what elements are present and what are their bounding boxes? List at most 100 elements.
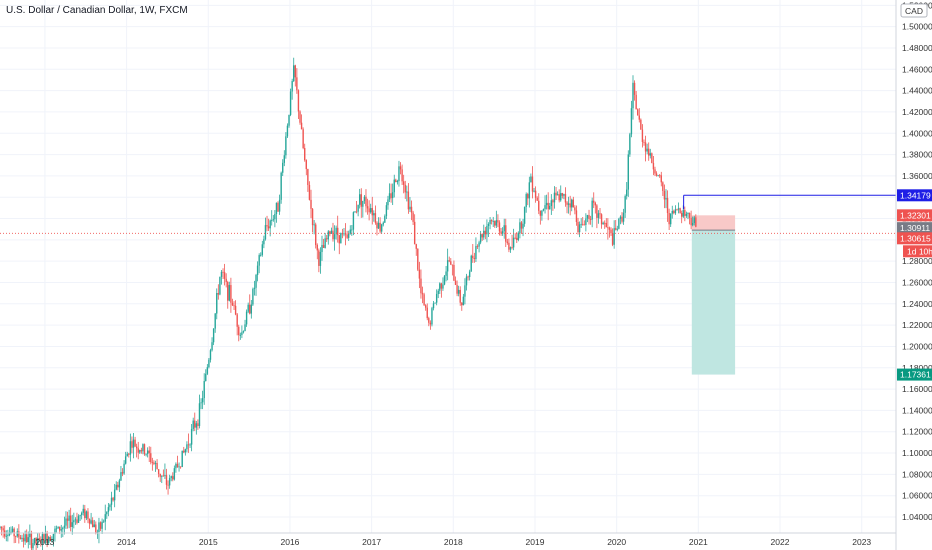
candle-body [602,222,604,225]
candle-body [157,469,160,474]
candle-body [271,220,273,221]
candle-body [186,444,188,450]
candle-body [605,222,607,228]
candle-body [252,288,254,305]
candle-body [608,227,611,230]
candle-body [382,222,384,225]
time-axis[interactable]: 2013 2014 2015 2016 2017 2018 2019 2020 2021 2022… [0,532,896,547]
target-price-tag-frame [897,368,932,381]
candle-body [123,463,125,474]
candle-body [102,521,105,523]
candle-body [2,528,4,531]
candle-body [380,224,383,232]
candle-body [201,398,204,403]
candle-body [91,520,94,528]
target-price-tag: 1.17361 [900,370,931,380]
candle-body [676,209,678,211]
candle-body [77,516,80,523]
candle-body [629,134,631,155]
candle-body [238,326,240,336]
current-price-tag: 1.30615 [900,233,931,243]
price-axis[interactable]: 1.04000 1.06000 1.08000 1.10000 1.12000 1.140… [895,0,932,550]
y-tick-label: 1.44000 [902,86,932,96]
candle-body [277,202,279,212]
x-tick-label: 2016 [280,537,299,547]
candle-body [360,194,362,207]
candle-body [124,456,127,464]
candle-body [211,342,213,351]
candle-body [69,515,72,527]
candle-body [599,213,601,215]
candle-body [26,534,28,543]
currency-badge[interactable]: CAD [905,6,923,16]
candle-body [245,311,248,325]
candle-body [443,275,446,285]
candle-body [62,527,64,530]
candle-body [490,220,493,222]
candle-body [362,200,364,207]
candle-body [195,423,198,428]
candle-body [216,293,218,314]
candle-body [80,512,83,516]
candle-body [8,532,11,536]
candle-body [278,199,281,212]
candle-body [654,169,656,174]
candle-body [349,229,351,234]
candle-body [693,217,695,224]
candle-body [266,225,268,227]
candle-body [318,250,320,266]
candle-body [619,216,622,219]
candle-body [533,190,535,192]
x-tick-label: 2023 [852,537,871,547]
candle-body [423,294,425,306]
candle-body [483,230,485,238]
candle-body [385,205,388,217]
candle-body [82,508,84,513]
candle-body [663,190,666,200]
candle-body [506,241,509,243]
candle-body [165,475,168,485]
y-tick-label: 1.08000 [902,469,932,479]
candle-body [74,519,77,521]
candle-body [35,537,37,545]
y-tick-label: 1.50000 [902,22,932,32]
candle-body [0,526,1,528]
candle-body [448,260,450,262]
x-tick-label: 2018 [444,537,463,547]
candle-body [373,213,375,216]
candle-body [244,324,246,332]
candle-body [175,463,177,469]
candle-body [228,285,231,301]
candle-body [113,489,116,501]
candle-body [294,65,296,78]
candle-body [338,235,340,244]
candle-body [269,220,271,229]
candle-body [651,153,653,163]
candle-body [65,518,67,526]
candle-body [0,526,3,529]
candle-body [200,402,202,404]
x-tick-label: 2020 [607,537,626,547]
candle-body [10,531,12,533]
candle-body [297,90,300,112]
candle-body [358,194,361,205]
candle-body [410,206,413,213]
candle-body [538,200,540,211]
candle-body [274,214,276,220]
candle-body [104,514,106,522]
candle-body [473,258,476,260]
candle-body [390,193,392,199]
candle-body [523,206,526,224]
candle-body [465,276,468,286]
candle-body [132,439,135,448]
candle-body [139,450,141,453]
candle-body [621,216,623,222]
candle-body [630,108,633,135]
candle-body [435,294,438,303]
candle-body [233,305,235,307]
candle-body [263,239,265,245]
candle-body [293,65,295,82]
candle-body [255,274,257,288]
candle-body [167,484,169,486]
